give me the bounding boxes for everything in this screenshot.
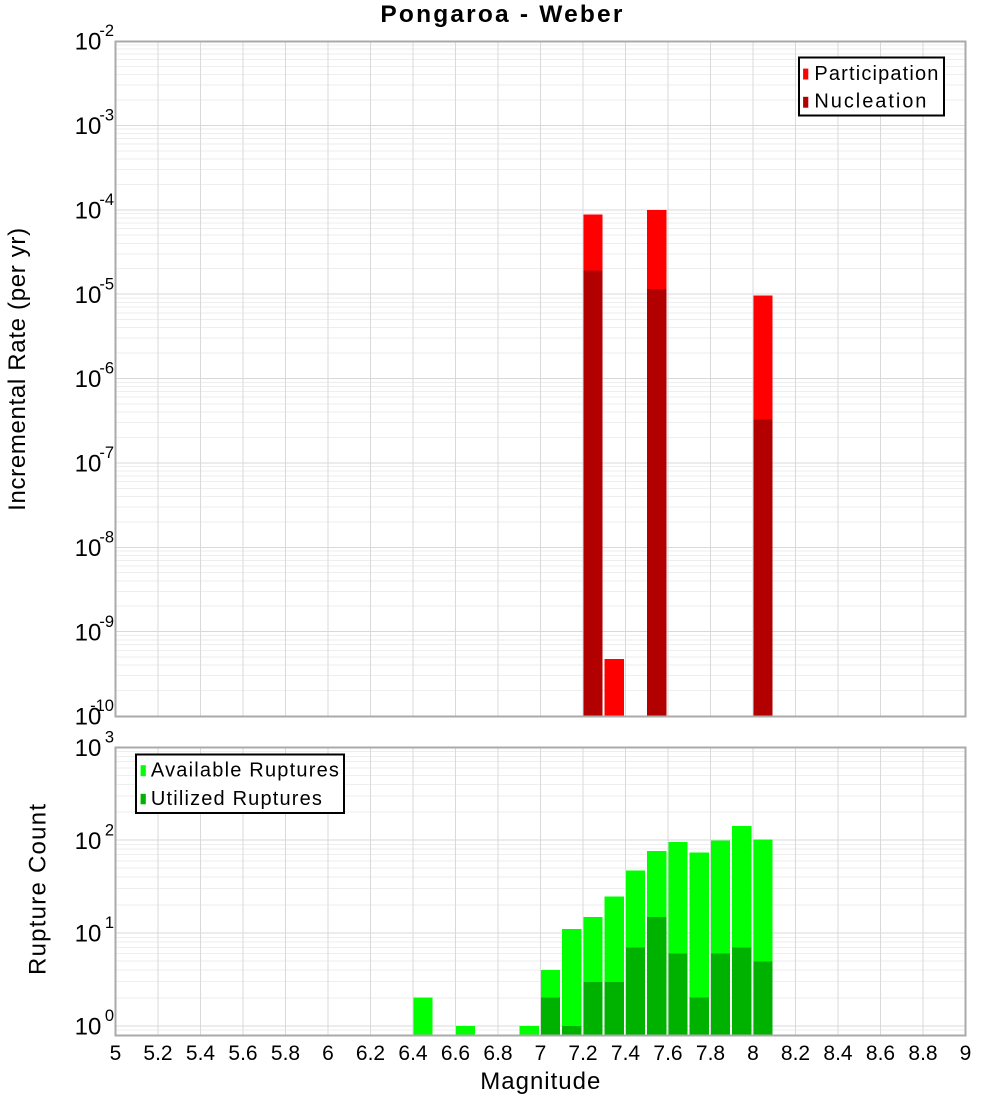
svg-text:10: 10 (75, 921, 102, 948)
svg-text:8.8: 8.8 (908, 1042, 937, 1065)
svg-text:Rupture Count: Rupture Count (25, 804, 52, 975)
svg-text:10: 10 (75, 29, 102, 56)
svg-text:5.8: 5.8 (271, 1042, 300, 1065)
svg-text:7.6: 7.6 (653, 1042, 682, 1065)
svg-text:10: 10 (75, 197, 102, 224)
svg-text:5.4: 5.4 (186, 1042, 216, 1065)
svg-text:5: 5 (110, 1042, 122, 1065)
svg-text:7: 7 (535, 1042, 547, 1065)
svg-text:6: 6 (322, 1042, 334, 1065)
svg-text:10: 10 (75, 535, 102, 562)
svg-text:7.8: 7.8 (696, 1042, 725, 1065)
svg-text:Incremental Rate (per yr): Incremental Rate (per yr) (4, 228, 31, 511)
svg-text:-4: -4 (99, 191, 114, 209)
svg-text:5.6: 5.6 (228, 1042, 257, 1065)
svg-text:Magnitude: Magnitude (480, 1068, 600, 1095)
svg-text:-5: -5 (99, 275, 114, 293)
svg-text:-2: -2 (99, 22, 114, 40)
svg-text:Available Ruptures: Available Ruptures (151, 760, 339, 782)
svg-text:10: 10 (75, 619, 102, 646)
svg-text:-3: -3 (99, 107, 114, 125)
svg-text:10: 10 (75, 113, 102, 140)
svg-text:9: 9 (960, 1042, 972, 1065)
svg-text:Utilized Ruptures: Utilized Ruptures (151, 788, 322, 810)
svg-text:Participation: Participation (814, 63, 938, 85)
svg-text:Nucleation: Nucleation (814, 91, 926, 113)
svg-text:8.4: 8.4 (823, 1042, 853, 1065)
svg-text:10: 10 (75, 704, 102, 731)
svg-text:10: 10 (75, 451, 102, 478)
svg-text:7.4: 7.4 (611, 1042, 641, 1065)
svg-text:10: 10 (75, 366, 102, 393)
svg-text:10: 10 (75, 1014, 102, 1041)
svg-text:2: 2 (105, 821, 114, 839)
svg-text:-6: -6 (99, 360, 114, 378)
svg-text:8: 8 (747, 1042, 759, 1065)
svg-text:-10: -10 (90, 697, 114, 715)
svg-text:8.2: 8.2 (781, 1042, 810, 1065)
svg-text:0: 0 (105, 1007, 114, 1025)
svg-text:-8: -8 (99, 528, 114, 546)
svg-text:10: 10 (75, 282, 102, 309)
svg-text:5.2: 5.2 (143, 1042, 172, 1065)
svg-text:Pongaroa - Weber: Pongaroa - Weber (380, 1, 622, 28)
svg-text:1: 1 (105, 914, 114, 932)
svg-text:10: 10 (75, 828, 102, 855)
svg-text:-7: -7 (99, 444, 114, 462)
svg-text:3: 3 (105, 729, 114, 747)
svg-text:10: 10 (75, 735, 102, 762)
svg-text:7.2: 7.2 (568, 1042, 597, 1065)
svg-text:6.4: 6.4 (398, 1042, 428, 1065)
svg-text:-9: -9 (99, 613, 114, 631)
svg-text:6.2: 6.2 (356, 1042, 385, 1065)
svg-text:8.6: 8.6 (866, 1042, 895, 1065)
svg-text:6.8: 6.8 (483, 1042, 512, 1065)
svg-text:6.6: 6.6 (441, 1042, 470, 1065)
